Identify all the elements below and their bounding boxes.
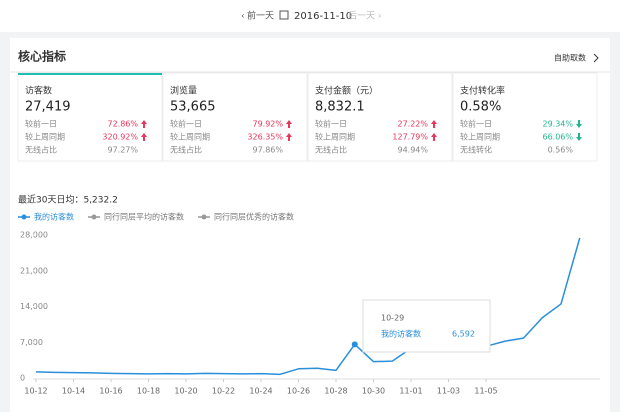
row-value: 29.34% [542, 120, 573, 129]
legend-dot [201, 214, 207, 220]
section-link[interactable]: 自助取数 [554, 53, 586, 63]
x-tick-label: 10-20 [174, 387, 197, 396]
tooltip-date: 10-29 [381, 314, 404, 323]
row-label: 无线转化 [460, 145, 492, 155]
metric-card [162, 72, 308, 162]
link-arrow [593, 53, 599, 63]
metric-title: 浏览量 [170, 85, 197, 97]
trend-arrow [576, 120, 582, 128]
x-tick-label: 10-14 [62, 387, 85, 396]
date[interactable]: 2016-11-10 [294, 11, 352, 22]
x-tick-label: 11-03 [437, 387, 460, 396]
row-value: 127.79% [392, 133, 428, 142]
row-label: 无线占比 [25, 145, 57, 155]
trend-arrow [286, 133, 292, 141]
row-label: 无线占比 [170, 145, 202, 155]
row-label: 较前一日 [460, 119, 492, 129]
next-day[interactable]: 后一天 [348, 11, 375, 22]
row-value: 326.35% [247, 133, 283, 142]
metric-card [452, 72, 598, 162]
row-value: 94.94% [397, 146, 428, 155]
legend-dot [21, 214, 27, 220]
metric-card [307, 72, 453, 162]
row-value: 97.27% [107, 146, 138, 155]
x-tick-label: 10-24 [249, 387, 272, 396]
x-tick-label: 10-26 [287, 387, 310, 396]
y-tick-label: 7,000 [20, 338, 43, 347]
row-label: 较上周同期 [170, 132, 210, 142]
row-label: 较前一日 [315, 119, 347, 129]
trend-arrow [431, 133, 437, 141]
row-label: 较前一日 [25, 119, 57, 129]
calendar-icon [279, 10, 289, 20]
row-value: 27.22% [397, 120, 428, 129]
row-label: 无线占比 [315, 145, 347, 155]
metric-title: 支付转化率 [460, 85, 505, 97]
x-tick-label: 10-30 [362, 387, 385, 396]
trend-arrow [431, 120, 437, 128]
metric-value: 53,665 [170, 100, 216, 115]
row-label: 较上周同期 [25, 132, 65, 142]
section-title: 核心指标 [18, 49, 66, 64]
trend-arrow [141, 120, 147, 128]
tooltip-value: 6,592 [452, 330, 475, 339]
x-tick-label: 10-28 [324, 387, 347, 396]
row-label: 较前一日 [170, 119, 202, 129]
legend-label: 同行同层平均的访客数 [104, 212, 184, 222]
legend-dot [91, 214, 97, 220]
x-tick-label: 10-12 [24, 387, 47, 396]
metric-value: 8,832.1 [315, 100, 365, 115]
trend-arrow [141, 133, 147, 141]
row-value: 79.92% [252, 120, 283, 129]
prev-day[interactable]: 前一天 [247, 10, 274, 22]
x-tick-label: 10-16 [99, 387, 122, 396]
legend-label: 同行同层优秀的访客数 [214, 212, 294, 222]
x-tick-label: 11-01 [399, 387, 422, 396]
chart-subtitle: 最近30天日均：5,232.2 [18, 194, 118, 206]
row-value: 72.86% [107, 120, 138, 129]
row-label: 较上周同期 [460, 132, 500, 142]
row-value: 0.56% [548, 146, 574, 155]
x-tick-label: 10-18 [137, 387, 160, 396]
tooltip-series: 我的访客数 [381, 329, 421, 339]
x-tick-label: 11-05 [474, 387, 497, 396]
trend-arrow [576, 133, 582, 141]
metric-value: 27,419 [25, 100, 71, 115]
row-value: 97.86% [252, 146, 283, 155]
metric-value: 0.58% [460, 100, 501, 115]
active-indicator [18, 73, 162, 75]
legend-label: 我的访客数 [34, 212, 74, 222]
metric-card [17, 72, 163, 162]
row-value: 320.92% [102, 133, 138, 142]
row-value: 66.06% [542, 133, 573, 142]
next-arrow: › [378, 12, 382, 22]
row-label: 较上周同期 [315, 132, 355, 142]
trend-arrow [286, 120, 292, 128]
prev-arrow: ‹ [241, 12, 245, 22]
metric-title: 支付金额（元） [315, 85, 378, 97]
y-tick-label: 0 [20, 374, 25, 383]
x-tick-label: 10-22 [212, 387, 235, 396]
tooltip [362, 299, 491, 353]
metric-title: 访客数 [25, 85, 52, 97]
top-bar [0, 0, 620, 32]
hover-point [351, 341, 358, 348]
